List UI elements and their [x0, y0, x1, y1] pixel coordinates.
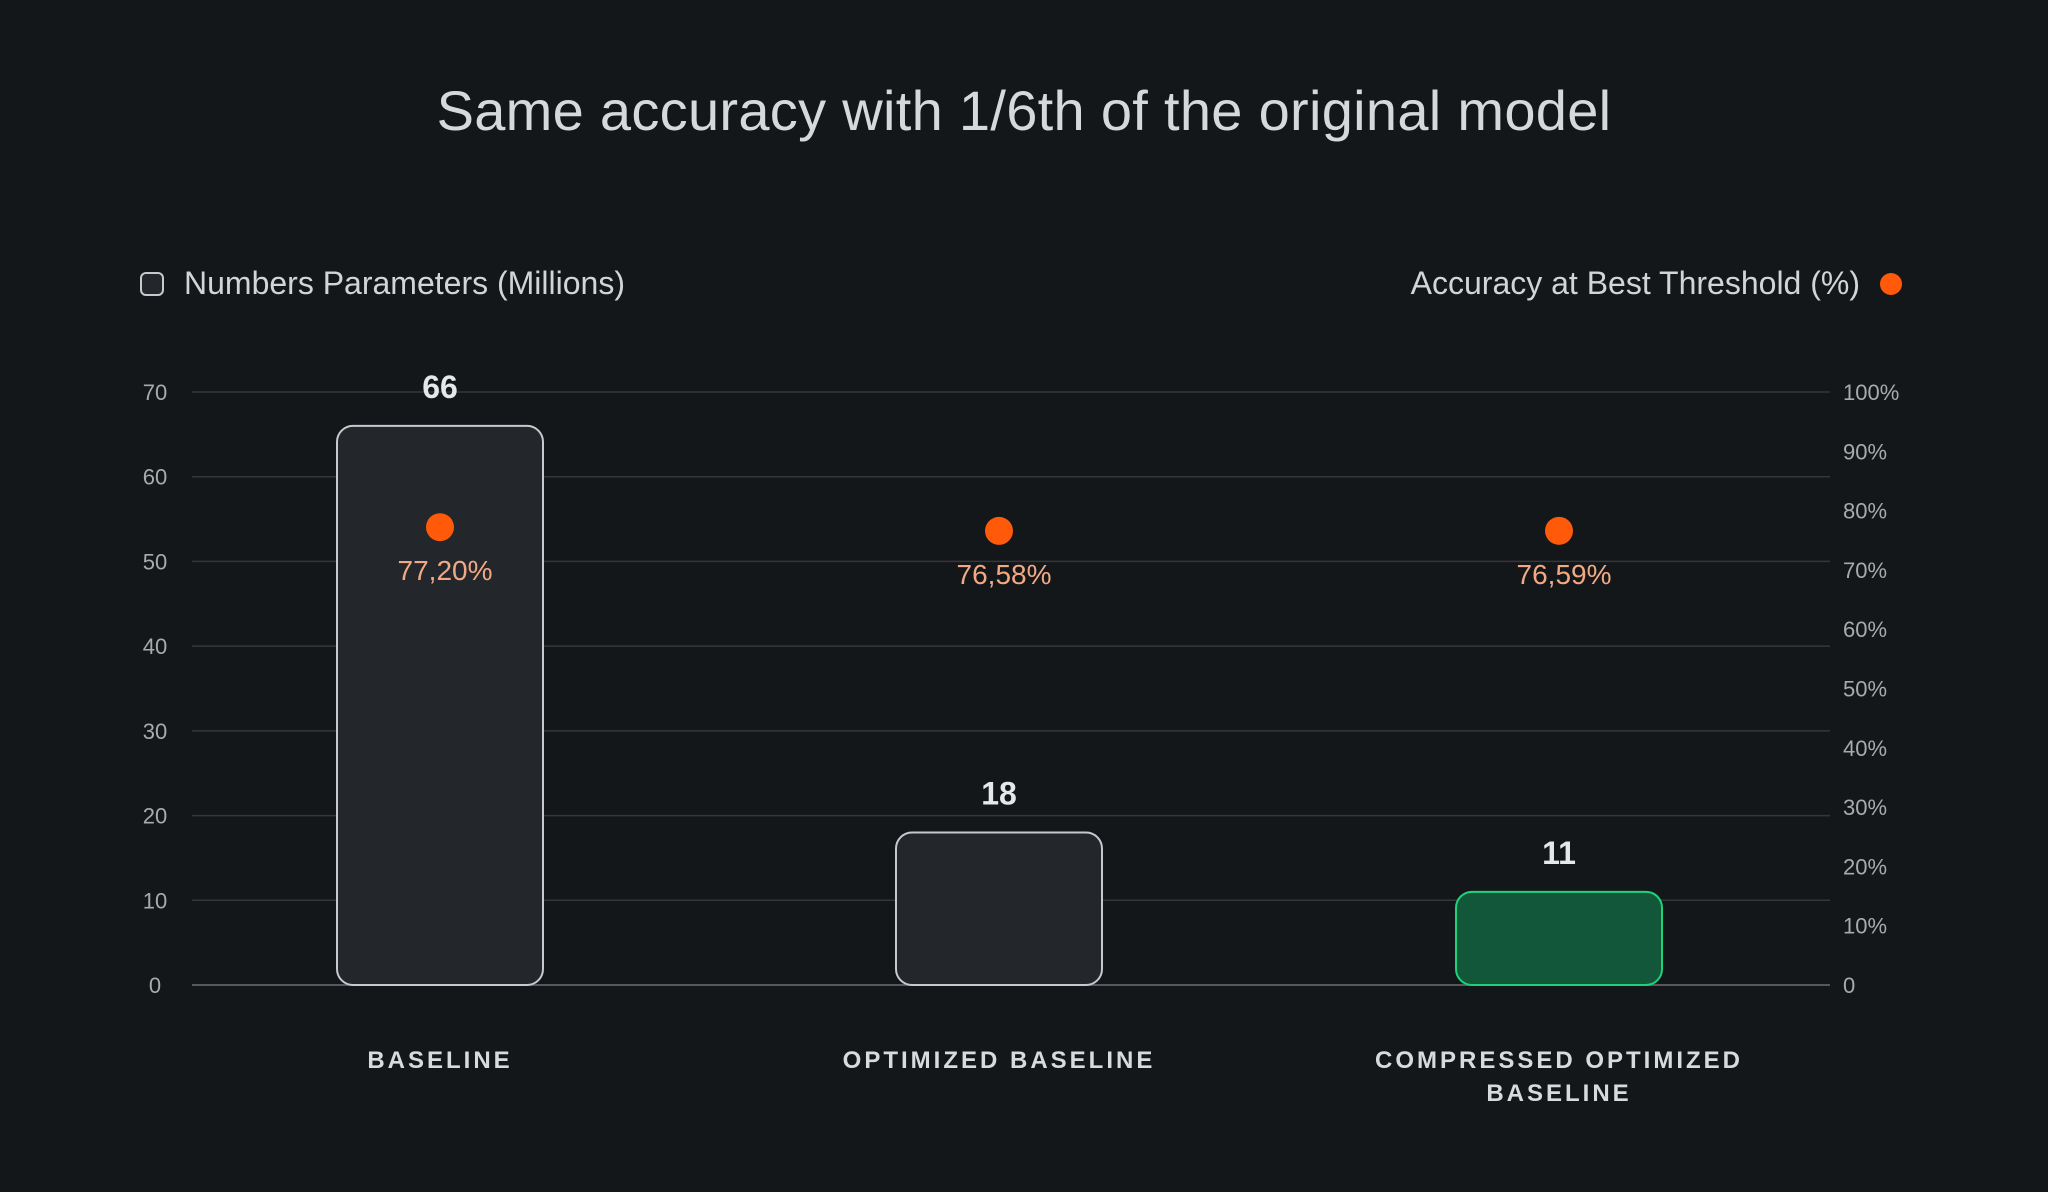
bar-value-label: 11: [1542, 835, 1576, 871]
legend-accuracy-dot-icon: [1880, 272, 1902, 295]
bar: [895, 831, 1103, 986]
accuracy-value-label: 77,20%: [398, 555, 493, 586]
y-left-tick-label: 30: [143, 719, 167, 744]
y-right-tick-label: 70%: [1843, 558, 1887, 583]
y-left-tick-label: 70: [143, 380, 167, 405]
bar-value-label: 18: [981, 776, 1017, 812]
y-right-tick-label: 100%: [1843, 380, 1899, 405]
accuracy-dot: [1545, 516, 1573, 545]
accuracy-value-label: 76,59%: [1517, 559, 1612, 590]
legend-parameters-label: Numbers Parameters (Millions): [184, 265, 625, 301]
bar-value-label: 66: [422, 369, 458, 405]
legend-accuracy-label: Accuracy at Best Threshold (%): [1410, 265, 1860, 301]
y-right-tick-label: 50%: [1843, 677, 1887, 702]
y-left-tick-label: 0: [149, 973, 161, 998]
bar: [336, 424, 544, 986]
x-category-label: COMPRESSED OPTIMIZED: [1375, 1047, 1743, 1074]
y-right-tick-label: 80%: [1843, 499, 1887, 524]
legend-parameters-swatch-icon: [140, 271, 164, 296]
accuracy-value-label: 76,58%: [957, 559, 1052, 590]
y-right-tick-label: 40%: [1843, 736, 1887, 761]
y-right-tick-label: 60%: [1843, 617, 1887, 642]
bar: [1455, 890, 1663, 986]
x-category-label: OPTIMIZED BASELINE: [843, 1047, 1156, 1074]
y-right-tick-label: 10%: [1843, 914, 1887, 939]
accuracy-dot: [985, 516, 1013, 545]
legend-accuracy[interactable]: Accuracy at Best Threshold (%): [1411, 265, 1902, 302]
y-right-tick-label: 90%: [1843, 439, 1887, 464]
y-right-tick-label: 30%: [1843, 795, 1887, 820]
y-left-tick-label: 40: [143, 634, 167, 659]
legend-parameters[interactable]: Numbers Parameters (Millions): [140, 265, 625, 302]
y-left-tick-label: 10: [143, 888, 167, 913]
y-right-tick-label: 0: [1843, 973, 1855, 998]
y-left-tick-label: 60: [143, 465, 167, 490]
x-category-label: BASELINE: [1486, 1080, 1631, 1107]
y-left-tick-label: 20: [143, 804, 167, 829]
y-right-tick-label: 20%: [1843, 854, 1887, 879]
x-category-label: BASELINE: [367, 1047, 512, 1074]
chart-title: Same accuracy with 1/6th of the original…: [436, 79, 1612, 142]
y-left-tick-label: 50: [143, 549, 167, 574]
accuracy-dot: [426, 513, 454, 542]
